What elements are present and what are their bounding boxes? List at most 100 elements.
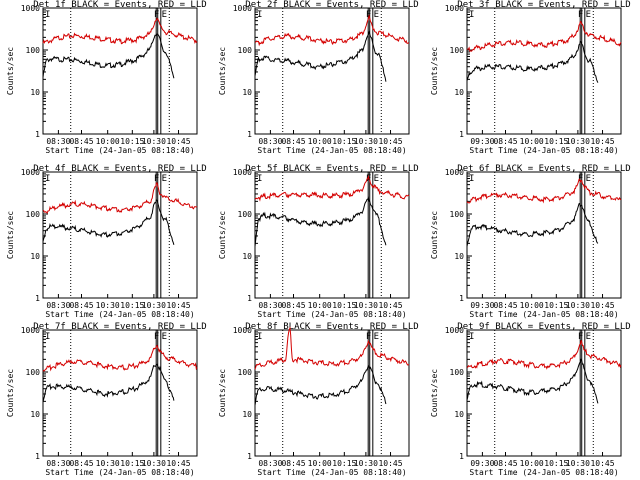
plot-frame — [466, 171, 622, 299]
y-tick-label: 100 — [450, 210, 465, 219]
y-tick-label: 10 — [454, 410, 464, 419]
y-tick-label: 100 — [26, 368, 41, 377]
x-tick-label: 08:30 — [46, 301, 70, 310]
series-line-lld — [42, 182, 198, 214]
y-tick-label: 1000 — [233, 4, 252, 13]
x-tick-label: 10:15 — [544, 137, 568, 146]
y-tick-label: 10 — [242, 410, 252, 419]
y-tick-label: 1 — [459, 294, 464, 303]
y-tick-label: 1 — [247, 130, 252, 139]
x-tick-label: 10:00 — [96, 137, 120, 146]
x-tick-label: 08:45 — [493, 301, 517, 310]
y-tick-label: 1 — [459, 452, 464, 461]
plot-frame — [42, 329, 198, 457]
x-tick-label: 10:00 — [520, 459, 544, 468]
x-tick-label: 10:30 — [354, 137, 378, 146]
chart-title: Det 6f BLACK = Events, RED = LLD — [457, 164, 630, 174]
chart-title: Det 1f BLACK = Events, RED = LLD — [33, 0, 206, 10]
y-tick-label: 1000 — [21, 4, 40, 13]
series-line-lld — [42, 344, 198, 372]
y-tick-label: 10 — [454, 88, 464, 97]
x-tick-label: 10:30 — [142, 137, 166, 146]
y-tick-label: 1 — [459, 130, 464, 139]
x-tick-label: 08:45 — [69, 301, 93, 310]
series-line-lld — [466, 340, 622, 370]
panel-7: Det 7f BLACK = Events, RED = LLD 1 10 100 10… — [6, 322, 207, 477]
y-tick-label: 1000 — [233, 326, 252, 335]
event-marker-label: I — [45, 174, 50, 184]
event-marker-label: I — [257, 10, 262, 20]
plot-frame — [466, 7, 622, 135]
event-marker-label: I — [45, 10, 50, 20]
y-tick-label: 1000 — [445, 168, 464, 177]
y-tick-label: 1000 — [445, 326, 464, 335]
x-tick-label: 08:45 — [69, 137, 93, 146]
x-axis-label: Start Time (24-Jan-05 08:18:40) — [257, 468, 406, 477]
x-axis-label: Start Time (24-Jan-05 08:18:40) — [257, 146, 406, 155]
panel-2: Det 2f BLACK = Events, RED = LLD 1 10 100 10… — [218, 0, 419, 155]
x-tick-label: 08:30 — [258, 459, 282, 468]
chart-title: Det 8f BLACK = Events, RED = LLD — [245, 322, 418, 332]
x-axis-label: Start Time (24-Jan-05 08:18:40) — [469, 468, 618, 477]
event-marker-label: E — [374, 332, 379, 342]
y-tick-label: 10 — [454, 252, 464, 261]
y-tick-label: 1000 — [21, 326, 40, 335]
x-tick-label: 10:30 — [566, 459, 590, 468]
y-axis-label: Counts/sec — [218, 211, 227, 259]
y-tick-label: 1 — [247, 452, 252, 461]
x-axis-label: Start Time (24-Jan-05 08:18:40) — [45, 310, 194, 319]
plot-frame — [42, 7, 198, 135]
y-tick-label: 100 — [450, 368, 465, 377]
y-tick-label: 1 — [35, 130, 40, 139]
panel-8: Det 8f BLACK = Events, RED = LLD 1 10 100 10… — [218, 322, 419, 477]
event-marker-label: I — [469, 174, 474, 184]
series-line-lld — [254, 13, 410, 47]
x-tick-label: 08:30 — [258, 301, 282, 310]
y-tick-label: 10 — [242, 88, 252, 97]
x-tick-label: 10:15 — [120, 459, 144, 468]
series-line-lld — [42, 17, 198, 45]
x-tick-label: 08:45 — [493, 137, 517, 146]
y-tick-label: 100 — [26, 210, 41, 219]
series-line-lld — [466, 20, 622, 52]
event-marker-label: E — [162, 174, 167, 184]
y-tick-label: 10 — [30, 252, 40, 261]
event-marker-label: I — [469, 332, 474, 342]
series-line-lld — [254, 326, 410, 370]
x-tick-label: 10:45 — [166, 137, 190, 146]
x-tick-label: 10:30 — [354, 459, 378, 468]
x-tick-label: 08:30 — [46, 137, 70, 146]
event-marker-label: E — [586, 10, 591, 20]
panel-5: Det 5f BLACK = Events, RED = LLD 1 10 100 10… — [218, 164, 419, 319]
x-tick-label: 10:00 — [308, 137, 332, 146]
x-tick-label: 10:30 — [142, 459, 166, 468]
event-marker-label: I — [469, 10, 474, 20]
plot-frame — [466, 329, 622, 457]
event-marker-label: I — [257, 332, 262, 342]
x-tick-label: 10:30 — [96, 301, 120, 310]
y-tick-label: 1000 — [445, 4, 464, 13]
x-tick-label: 10:30 — [354, 301, 378, 310]
plot-frame — [254, 171, 410, 299]
x-tick-label: 10:00 — [308, 459, 332, 468]
x-tick-label: 10:45 — [590, 137, 614, 146]
panel-4: Det 4f BLACK = Events, RED = LLD 1 10 100 10… — [6, 164, 207, 319]
y-tick-label: 1000 — [233, 168, 252, 177]
chart-title: Det 3f BLACK = Events, RED = LLD — [457, 0, 630, 10]
event-marker-label: E — [374, 10, 379, 20]
y-tick-label: 100 — [238, 210, 253, 219]
event-marker-label: E — [162, 332, 167, 342]
y-axis-label: Counts/sec — [430, 369, 439, 417]
x-tick-label: 10:15 — [120, 301, 144, 310]
y-axis-label: Counts/sec — [6, 47, 15, 95]
series-line-lld — [254, 174, 410, 202]
x-tick-label: 09:30 — [470, 301, 494, 310]
y-tick-label: 1 — [35, 294, 40, 303]
event-marker-label: E — [374, 174, 379, 184]
panel-3: Det 3f BLACK = Events, RED = LLD 1 10 100 10… — [430, 0, 631, 155]
y-axis-label: Counts/sec — [430, 47, 439, 95]
y-axis-label: Counts/sec — [430, 211, 439, 259]
y-axis-label: Counts/sec — [218, 369, 227, 417]
series-line-events — [466, 40, 599, 83]
